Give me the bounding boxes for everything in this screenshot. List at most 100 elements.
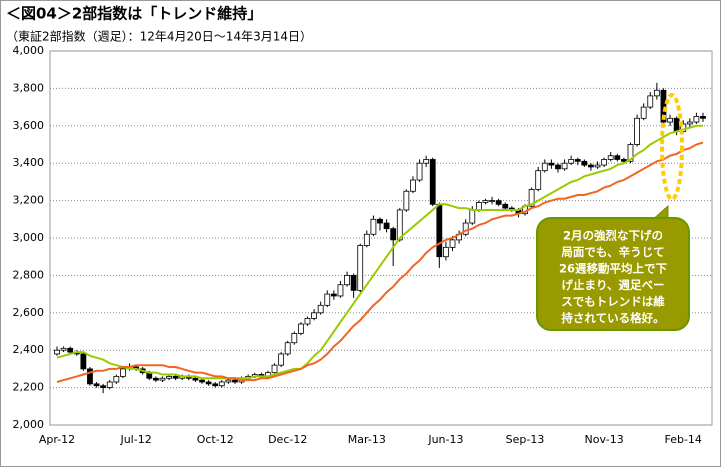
candle-body <box>218 381 225 387</box>
candle-body <box>443 246 449 258</box>
candle-body <box>271 364 278 374</box>
candle-body <box>304 318 311 325</box>
candle-body <box>396 209 403 241</box>
candle-body <box>324 293 331 306</box>
candle-body <box>232 379 238 383</box>
candle-body <box>416 162 423 181</box>
candle-body <box>159 377 166 381</box>
candle-body <box>647 95 654 108</box>
x-tick-label: Apr-12 <box>39 433 75 446</box>
x-tick-label: Oct-12 <box>197 433 234 446</box>
y-tick-label: 3,200 <box>13 194 45 207</box>
y-tick-label: 2,400 <box>13 343 45 356</box>
candle-body <box>429 159 436 205</box>
candle-body <box>225 379 232 383</box>
candle-body <box>377 218 383 224</box>
candle-body <box>199 379 205 383</box>
moving-average-line <box>56 124 703 380</box>
candle-body <box>297 323 304 334</box>
annotation-text: スでもトレンドは維 <box>561 295 665 309</box>
candle-body <box>653 89 660 97</box>
candle-body <box>700 116 706 119</box>
highlight-ellipse <box>660 93 684 201</box>
x-tick-label: Jun-13 <box>427 433 463 446</box>
candle-body <box>640 106 647 119</box>
candle-body <box>87 368 93 385</box>
candle-body <box>614 155 621 160</box>
candle-body <box>363 233 370 246</box>
candle-body <box>192 377 199 381</box>
candle-body <box>93 383 100 387</box>
y-tick-label: 2,200 <box>13 381 45 394</box>
chart-title: ＜図04＞2部指数は「トレンド維持」 <box>6 5 262 23</box>
candle-body <box>535 170 542 190</box>
candle-body <box>607 155 614 160</box>
candle-body <box>390 228 397 241</box>
candle-body <box>469 209 476 224</box>
candle-body <box>588 164 594 168</box>
candle-body <box>561 162 568 170</box>
candle-body <box>489 200 495 203</box>
candle-body <box>166 375 172 379</box>
candle-body <box>205 381 212 385</box>
candle-body <box>423 159 430 164</box>
callout-box <box>536 217 690 331</box>
y-tick-label: 3,400 <box>13 156 45 169</box>
candle-body <box>667 117 673 123</box>
candle-body <box>100 385 107 389</box>
candle-body <box>568 159 575 164</box>
candle-body <box>693 116 700 123</box>
candle-body <box>449 239 456 248</box>
candle-body <box>113 375 120 383</box>
candle-body <box>581 160 588 166</box>
y-tick-label: 2,600 <box>13 306 45 319</box>
candle-body <box>502 203 509 209</box>
annotation-text: 持されている格好。 <box>561 311 664 325</box>
candle-body <box>574 159 581 162</box>
candle-body <box>344 274 350 286</box>
x-tick-label: Sep-13 <box>506 433 545 446</box>
candle-body <box>152 377 159 381</box>
y-tick-label: 4,000 <box>13 44 45 57</box>
candle-body <box>475 202 482 211</box>
candle-body <box>370 218 377 235</box>
candle-body <box>541 162 548 172</box>
candle-body <box>106 381 113 388</box>
annotation-text: 2月の強烈な下げの <box>563 229 663 243</box>
y-tick-label: 2,800 <box>13 268 45 281</box>
candle-body <box>317 304 324 314</box>
candle-body <box>311 312 317 319</box>
candle-body <box>291 332 298 344</box>
candle-body <box>673 117 680 132</box>
candle-body <box>601 159 608 166</box>
candle-body <box>278 353 285 366</box>
candle-body <box>212 383 219 387</box>
annotation-text: 26週移動平均上で下 <box>559 262 668 276</box>
candle-body <box>350 274 357 291</box>
candle-body <box>686 121 693 125</box>
candle-body <box>594 164 601 168</box>
moving-average-line <box>56 141 704 383</box>
candle-body <box>403 190 410 211</box>
candle-body <box>330 293 337 297</box>
x-tick-label: Nov-13 <box>585 433 624 446</box>
candle-body <box>436 203 443 258</box>
candle-body <box>383 222 390 230</box>
candle-body <box>620 159 627 162</box>
y-tick-label: 3,800 <box>13 81 45 94</box>
candle-body <box>120 368 126 377</box>
chart-subtitle: （東証2部指数（週足）：12年4月20日～14年3月14日） <box>6 29 312 44</box>
candle-body <box>54 349 60 355</box>
candle-body <box>357 245 364 291</box>
x-tick-label: Dec-12 <box>268 433 307 446</box>
candle-body <box>634 117 640 145</box>
y-tick-label: 2,000 <box>13 418 45 431</box>
candle-body <box>528 188 535 207</box>
annotation-text: 局面でも、辛うじて <box>560 245 664 259</box>
candle-body <box>172 375 179 379</box>
x-tick-label: Feb-14 <box>664 433 701 446</box>
candle-body <box>495 200 502 205</box>
candle-body <box>660 89 667 123</box>
